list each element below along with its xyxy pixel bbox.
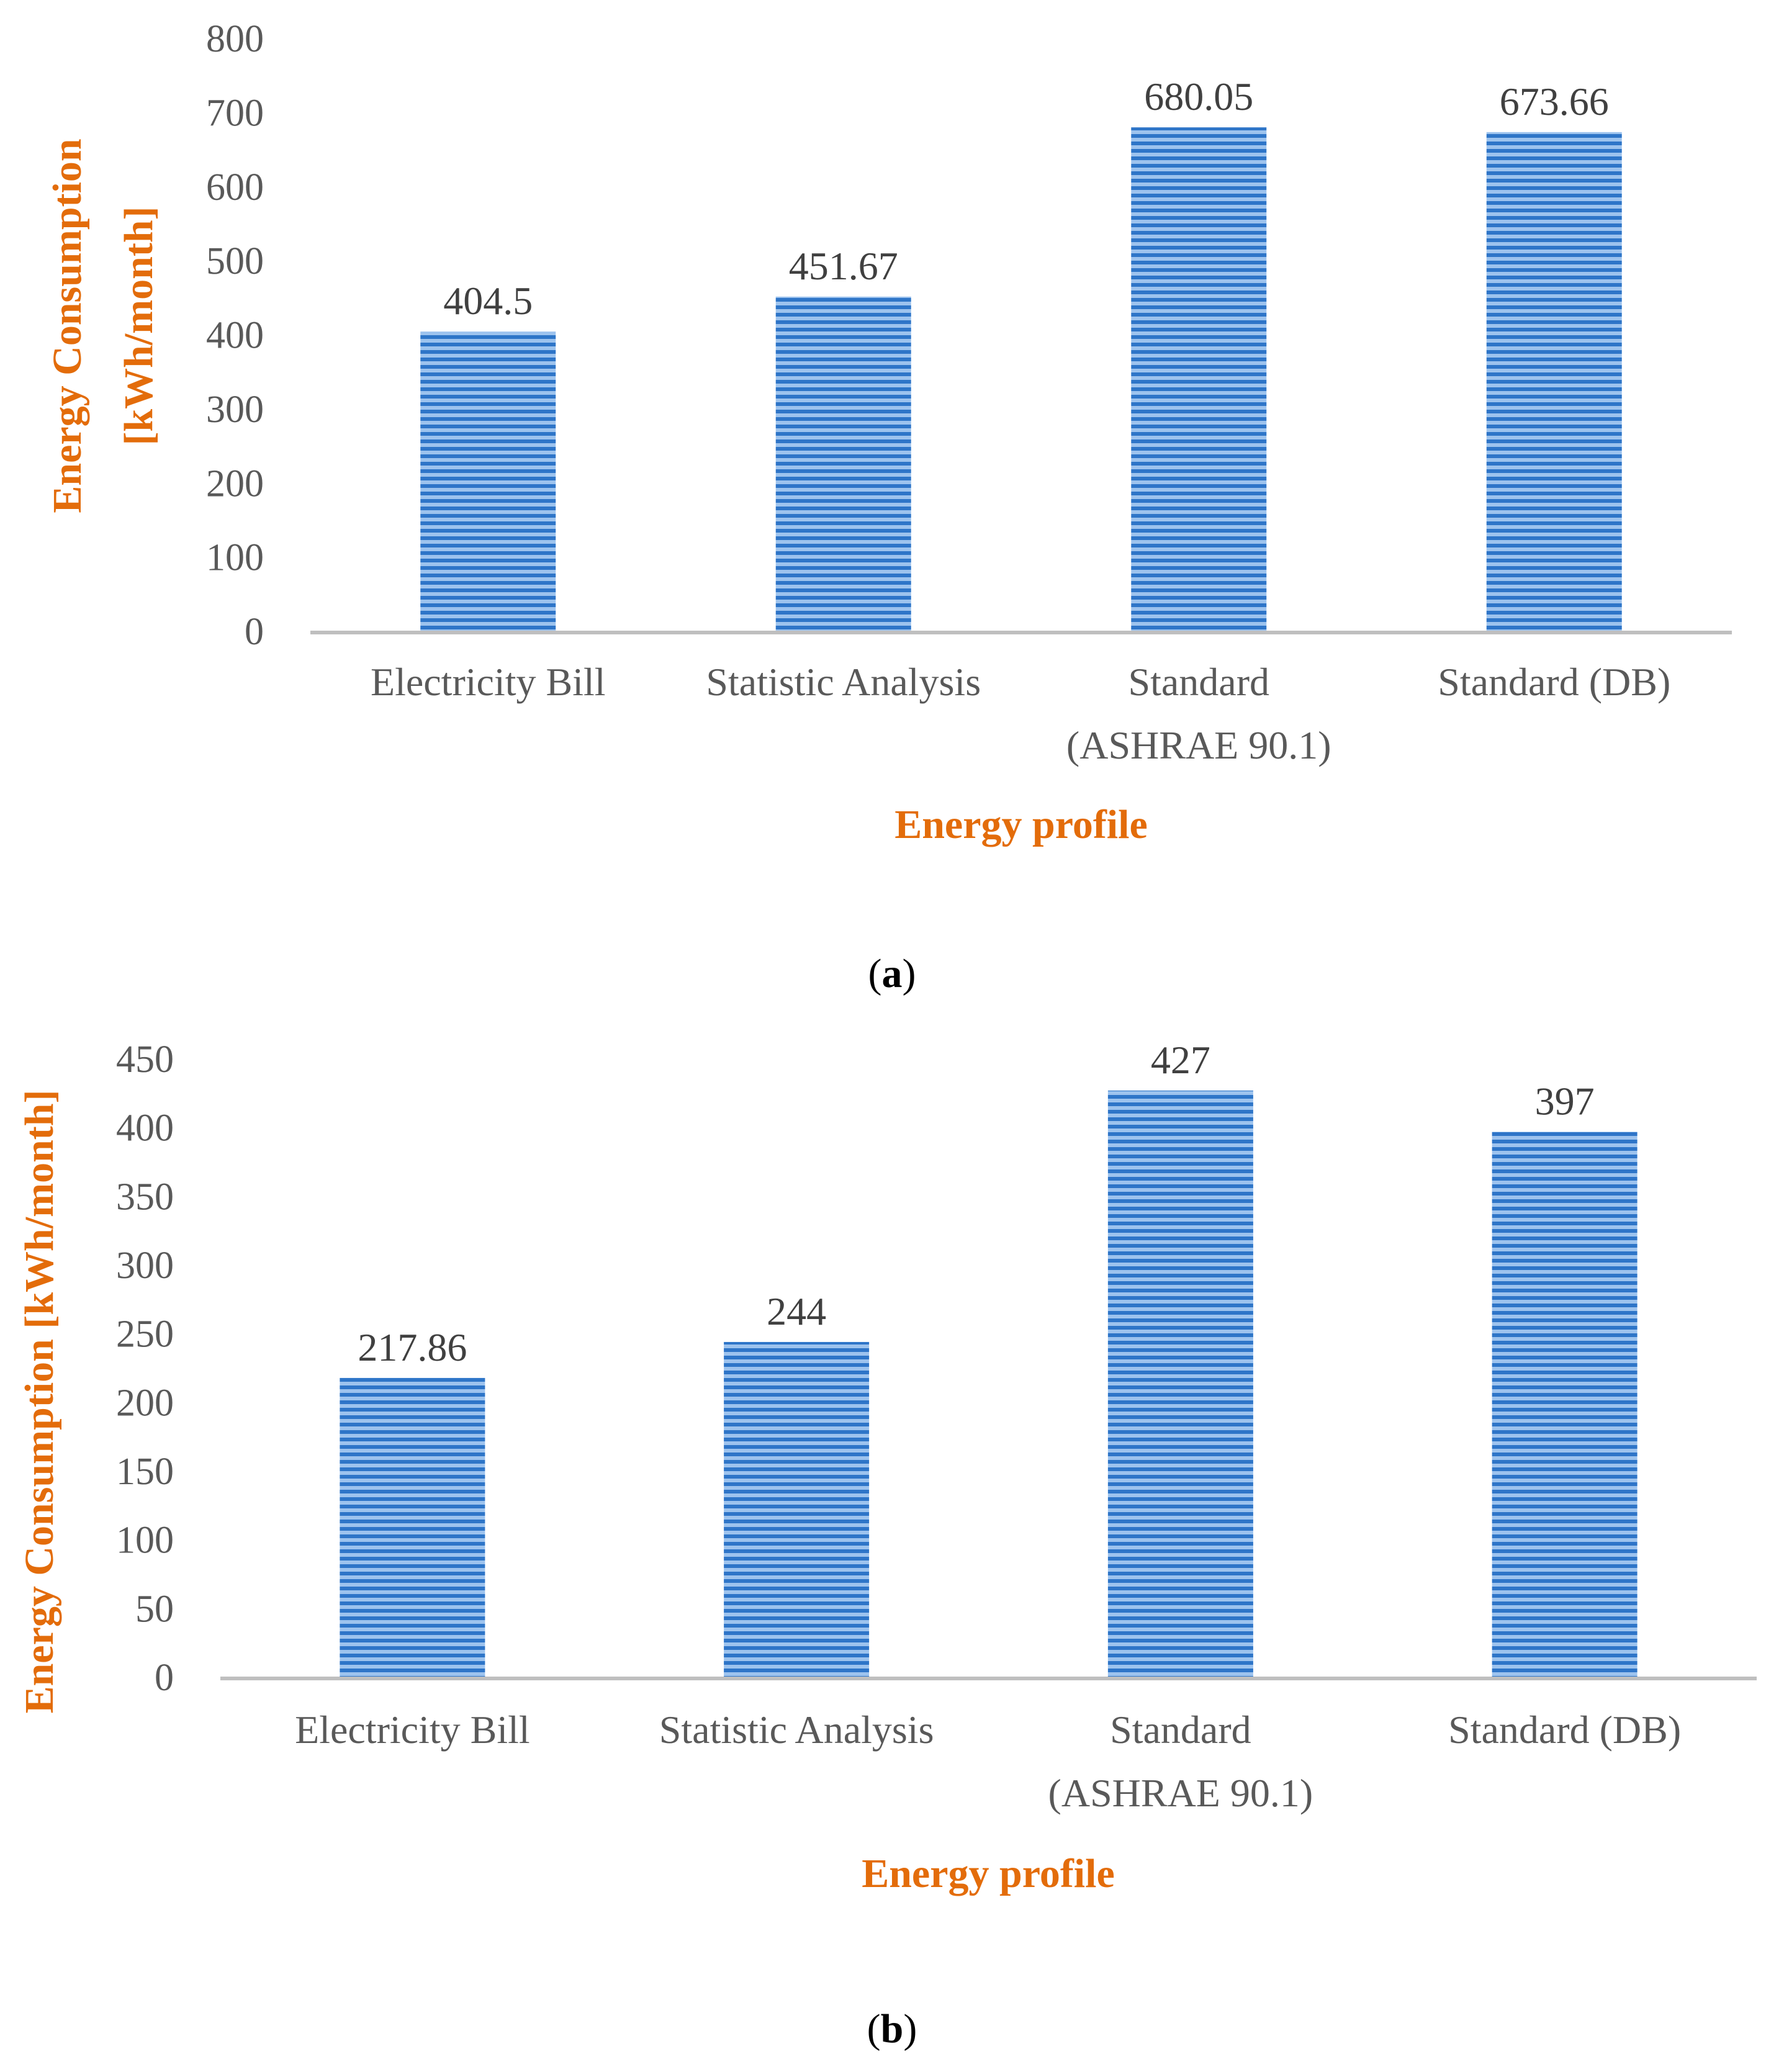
panel-label-a: (a): [868, 951, 916, 996]
y-axis-title: Energy Consumption [kWh/month]: [17, 1090, 62, 1714]
x-axis-title: Energy profile: [894, 802, 1148, 847]
x-category-label: Electricity Bill: [295, 1708, 530, 1752]
data-label: 673.66: [1500, 79, 1609, 124]
bar: [340, 1377, 485, 1677]
x-category-label: Standard: [1110, 1708, 1251, 1752]
y-tick-label: 0: [245, 611, 264, 653]
x-axis-title: Energy profile: [862, 1851, 1115, 1896]
panel-letter-b: b: [881, 2006, 904, 2052]
y-tick-label: 200: [116, 1382, 174, 1424]
bar: [1107, 1090, 1253, 1677]
x-category-label: Standard (DB): [1438, 660, 1670, 704]
data-label: 427: [1151, 1038, 1210, 1082]
x-category-label: (ASHRAE 90.1): [1048, 1771, 1313, 1815]
y-tick-label: 800: [206, 18, 264, 60]
data-label: 451.67: [789, 244, 898, 288]
data-label: 217.86: [358, 1325, 467, 1369]
x-category-label: Statistic Analysis: [659, 1708, 934, 1752]
x-category-label: Standard: [1129, 660, 1270, 704]
data-label: 680.05: [1144, 74, 1253, 119]
y-tick-label: 400: [206, 315, 264, 357]
bar: [420, 331, 556, 631]
data-label: 244: [767, 1289, 826, 1333]
y-tick-label: 100: [116, 1520, 174, 1562]
y-tick-label: 500: [206, 240, 264, 282]
y-tick-label: 400: [116, 1107, 174, 1150]
x-category-label: Electricity Bill: [371, 660, 606, 704]
y-tick-label: 450: [116, 1038, 174, 1081]
y-axis-title: Energy Consumption: [45, 138, 90, 513]
bar: [775, 296, 911, 631]
y-tick-label: 300: [116, 1245, 174, 1287]
x-category-label: (ASHRAE 90.1): [1066, 723, 1331, 767]
y-tick-label: 600: [206, 166, 264, 209]
bar: [1492, 1132, 1638, 1677]
chart-b: 0 50 100 150 200 250 300 350 400 450 217.86 Electri…: [17, 1038, 1757, 1896]
chart-a: 0 100 200 300 400 500 600 700 800 404.5 Electricit…: [45, 18, 1732, 847]
y-tick-label: 700: [206, 92, 264, 134]
y-tick-label: 150: [116, 1451, 174, 1493]
x-category-label: Statistic Analysis: [706, 660, 981, 704]
y-tick-label: 350: [116, 1176, 174, 1218]
bar: [1486, 132, 1622, 632]
y-axis-title: [kWh/month]: [116, 206, 161, 445]
bar: [724, 1341, 870, 1677]
y-tick-label: 200: [206, 462, 264, 505]
panel-letter-a: a: [882, 951, 903, 996]
panel-label-b: (b): [867, 2006, 917, 2052]
data-label: 397: [1535, 1079, 1595, 1123]
data-label: 404.5: [443, 279, 533, 323]
y-tick-label: 100: [206, 537, 264, 579]
y-tick-label: 0: [155, 1657, 174, 1699]
y-tick-label: 50: [135, 1588, 174, 1630]
bar: [1131, 127, 1267, 631]
y-tick-label: 300: [206, 389, 264, 431]
y-tick-label: 250: [116, 1313, 174, 1356]
x-category-label: Standard (DB): [1448, 1708, 1681, 1752]
